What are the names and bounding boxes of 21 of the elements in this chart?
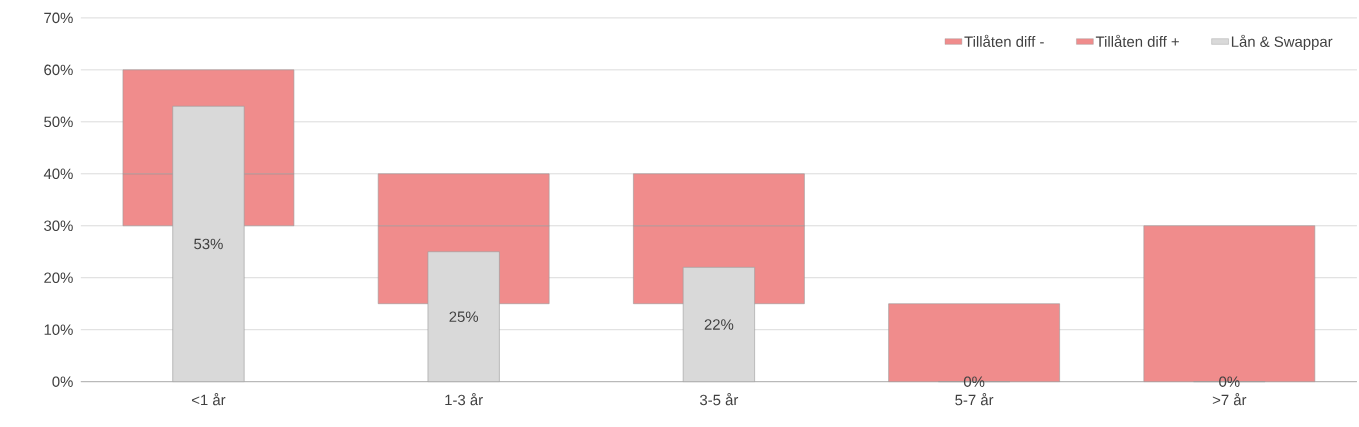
data-label: 25% (449, 311, 479, 322)
x-tick-label: >7 år (1212, 392, 1247, 406)
x-tick-label: 5-7 år (955, 392, 994, 406)
y-tick-label: 50% (44, 116, 73, 127)
legend-label: Tillåten diff - (964, 34, 1044, 47)
data-label: 0% (1219, 376, 1240, 387)
y-tick-label: 10% (44, 324, 73, 335)
y-tick-label: 30% (44, 220, 73, 231)
data-label: 53% (194, 238, 223, 250)
y-tick-label: 20% (44, 272, 73, 283)
legend-label: Tillåten diff + (1095, 34, 1179, 47)
x-tick-label: <1 år (191, 392, 226, 406)
x-tick-label: 1-3 år (445, 392, 483, 406)
y-tick-label: 0% (52, 376, 73, 387)
y-tick-label: 60% (44, 64, 73, 75)
data-label: 22% (704, 319, 734, 330)
x-tick-label: 3-5 år (699, 392, 739, 406)
y-tick-label: 40% (43, 168, 73, 179)
y-tick-label: 70% (44, 12, 73, 23)
data-label: 0% (963, 376, 985, 387)
legend-label: Lån & Swappar (1231, 34, 1333, 50)
